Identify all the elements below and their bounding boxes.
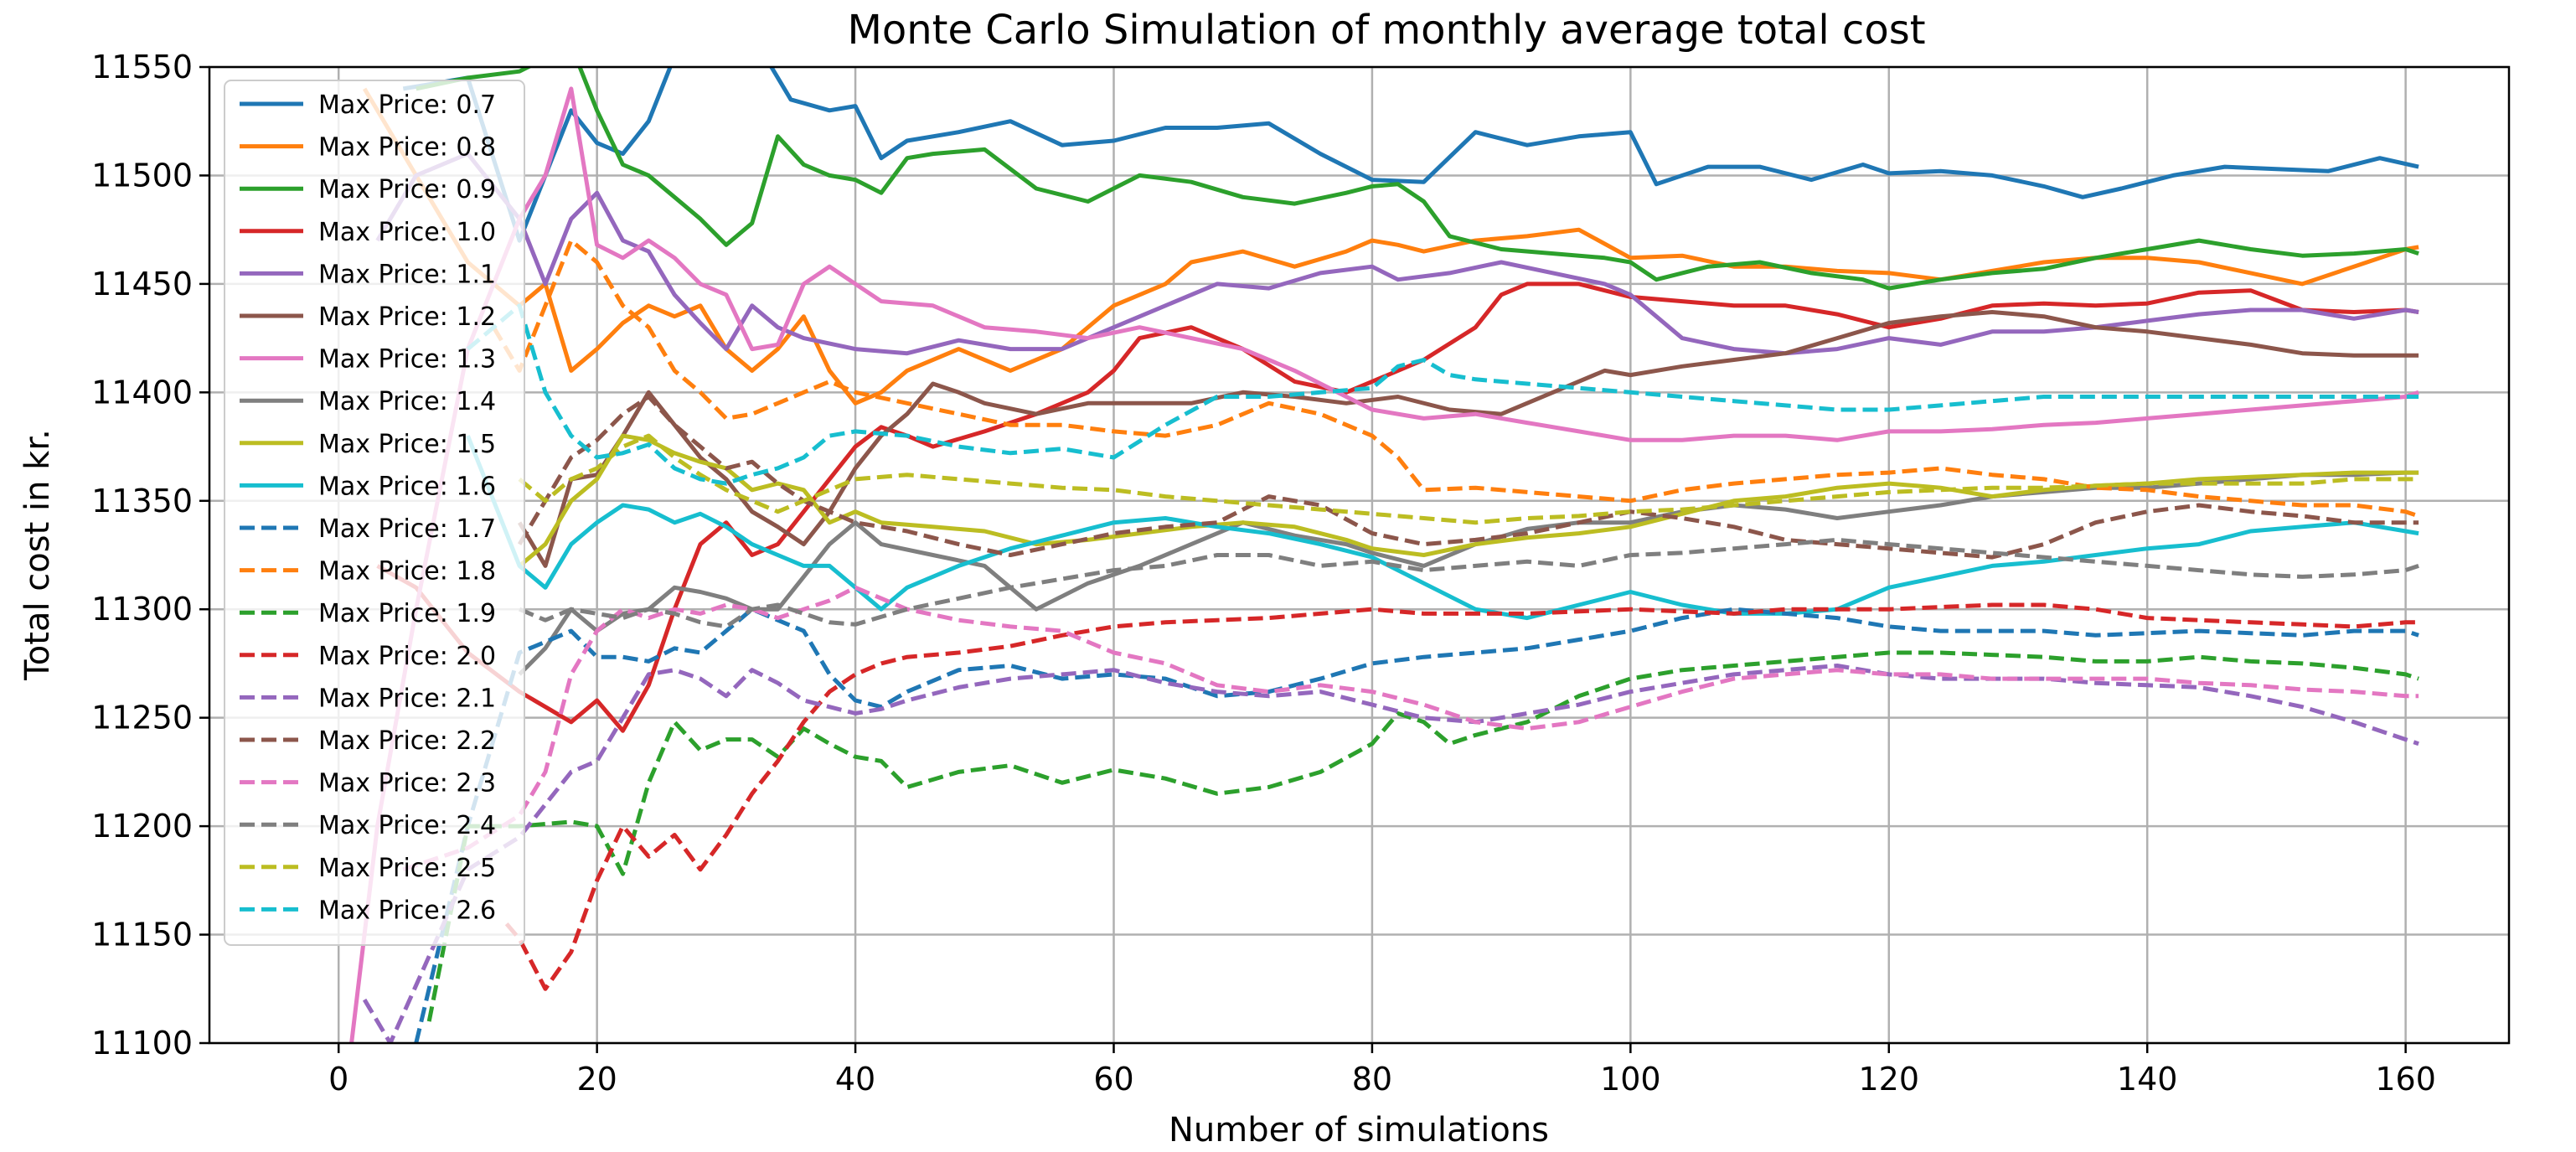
series-line-2 bbox=[362, 87, 2419, 406]
x-tick-label: 160 bbox=[2375, 1061, 2436, 1098]
legend-label: Max Price: 2.4 bbox=[318, 811, 496, 840]
chart-title: Monte Carlo Simulation of monthly averag… bbox=[847, 7, 1925, 54]
x-axis-title: Number of simulations bbox=[1169, 1111, 1549, 1149]
legend-label: Max Price: 2.0 bbox=[318, 642, 496, 671]
x-tick-label: 140 bbox=[2117, 1061, 2178, 1098]
legend: Max Price: 0.7 Max Price: 0.8 Max Price: 0… bbox=[224, 80, 525, 946]
series-line-12 bbox=[492, 238, 2419, 519]
y-tick-label: 11200 bbox=[91, 808, 193, 845]
series-line-20 bbox=[466, 303, 2419, 486]
legend-label: Max Price: 0.9 bbox=[318, 175, 496, 204]
y-tick-label: 11250 bbox=[91, 700, 193, 736]
series-line-18 bbox=[519, 537, 2419, 629]
y-tick-label: 11100 bbox=[91, 1025, 193, 1062]
legend-label: Max Price: 1.7 bbox=[318, 514, 496, 544]
legend-label: Max Price: 1.0 bbox=[318, 218, 496, 247]
y-tick-label: 11300 bbox=[91, 591, 193, 628]
series-line-3 bbox=[416, 67, 2419, 291]
x-tick-label: 80 bbox=[1352, 1061, 1392, 1098]
series-line-6 bbox=[517, 310, 2419, 568]
legend-label: Max Price: 0.7 bbox=[318, 90, 496, 120]
series-line-11 bbox=[414, 607, 2419, 1043]
series-group bbox=[349, 67, 2419, 1043]
legend-label: Max Price: 1.6 bbox=[318, 472, 496, 501]
series-line-14 bbox=[504, 602, 2419, 991]
series-line-19 bbox=[518, 433, 2419, 525]
y-tick-label: 11500 bbox=[91, 157, 193, 194]
series-line-7 bbox=[349, 86, 2419, 1043]
legend-label: Max Price: 2.3 bbox=[318, 769, 496, 798]
legend-box bbox=[224, 80, 525, 946]
legend-label: Max Price: 1.8 bbox=[318, 557, 496, 586]
series-line-5 bbox=[375, 152, 2419, 356]
legend-label: Max Price: 2.6 bbox=[318, 896, 496, 925]
legend-label: Max Price: 1.1 bbox=[318, 260, 496, 289]
y-axis-title: Total cost in kr. bbox=[18, 429, 57, 681]
legend-label: Max Price: 0.8 bbox=[318, 133, 496, 163]
y-tick-label: 11350 bbox=[91, 483, 193, 519]
legend-label: Max Price: 1.3 bbox=[318, 345, 496, 375]
x-tick-label: 120 bbox=[1859, 1061, 1920, 1098]
legend-label: Max Price: 1.4 bbox=[318, 387, 496, 416]
legend-label: Max Price: 2.5 bbox=[318, 854, 496, 883]
series-line-16 bbox=[517, 395, 2419, 560]
y-tick-label: 11400 bbox=[91, 374, 193, 411]
series-line-8 bbox=[518, 470, 2419, 676]
x-tick-label: 60 bbox=[1093, 1061, 1133, 1098]
series-line-13 bbox=[426, 650, 2419, 1022]
y-tick-label: 11450 bbox=[91, 266, 193, 302]
legend-label: Max Price: 1.5 bbox=[318, 430, 496, 459]
x-tick-label: 100 bbox=[1600, 1061, 1661, 1098]
legend-label: Max Price: 1.2 bbox=[318, 302, 496, 332]
legend-label: Max Price: 2.2 bbox=[318, 726, 496, 756]
axis-ticks: 0 20 40 60 80 100 120 140 160 11100 11150 11200 1125… bbox=[91, 49, 2436, 1098]
y-tick-label: 11550 bbox=[91, 49, 193, 85]
series-line-9 bbox=[518, 433, 2419, 568]
x-tick-label: 20 bbox=[576, 1061, 617, 1098]
x-tick-label: 0 bbox=[328, 1061, 348, 1098]
legend-label: Max Price: 2.1 bbox=[318, 684, 496, 713]
x-tick-label: 40 bbox=[835, 1061, 875, 1098]
legend-label: Max Price: 1.9 bbox=[318, 599, 496, 628]
series-line-4 bbox=[376, 282, 2419, 733]
plot-frame bbox=[208, 65, 2511, 1045]
series-line-1 bbox=[402, 67, 2419, 243]
y-tick-label: 11150 bbox=[91, 917, 193, 953]
